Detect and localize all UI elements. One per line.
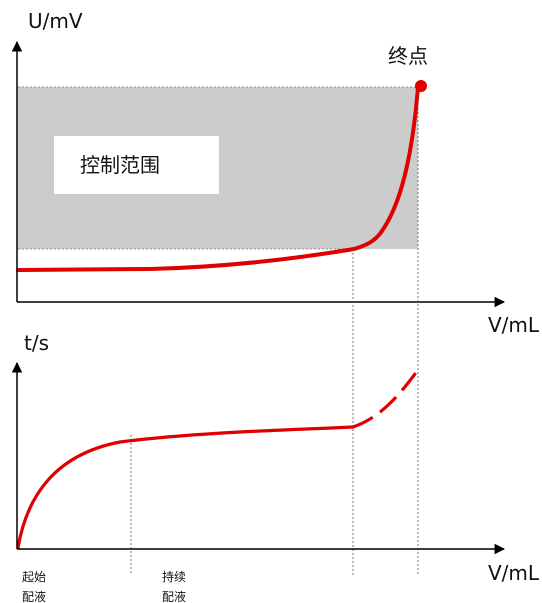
bottom-chart: t/s V/mL 起始 配液 持续 配液 <box>11 331 540 603</box>
bottom-y-axis-label: t/s <box>24 331 49 355</box>
phase-start-label-line2: 配液 <box>22 589 46 603</box>
control-range-label: 控制范围 <box>80 153 160 177</box>
endpoint-marker <box>415 80 427 92</box>
endpoint-label: 终点 <box>388 44 428 68</box>
time-curve-dashed <box>352 366 422 429</box>
phase-start-label-line1: 起始 <box>22 570 46 584</box>
top-x-axis-label: V/mL <box>488 313 540 337</box>
top-chart: 控制范围 终点 U/mV V/mL <box>11 9 540 337</box>
control-range-label-box <box>54 136 219 194</box>
phase-continuous-label-line1: 持续 <box>162 569 186 584</box>
top-y-axis-label: U/mV <box>28 9 83 33</box>
bottom-x-axis-label: V/mL <box>488 561 540 585</box>
titration-curve <box>16 85 420 272</box>
time-curve-solid <box>16 425 355 550</box>
phase-continuous-label-line2: 配液 <box>162 589 186 603</box>
